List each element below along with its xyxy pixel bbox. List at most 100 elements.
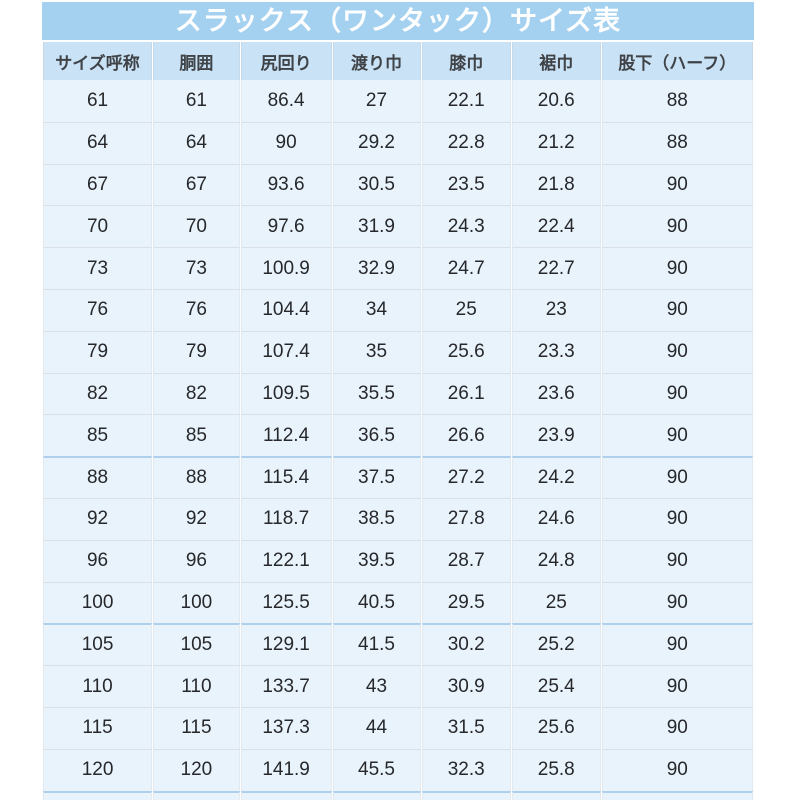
table-cell: 76 (43, 288, 153, 331)
table-cell: 90 (601, 665, 753, 707)
table-row: 82 82 109.5 35.5 26.1 23.6 90 (43, 372, 753, 415)
column-header: サイズ呼称 (43, 42, 153, 80)
size-chart: スラックス（ワンタック）サイズ表 サイズ呼称 胴囲 尻回り 渡り巾 膝巾 裾巾 股下（ハーフ… (42, 2, 754, 800)
table-row: 79 79 107.4 35 25.6 23.3 90 (43, 330, 753, 373)
table-cell: 26.6 (421, 414, 511, 457)
column-header: 渡り巾 (332, 42, 421, 80)
table-cell: 25.8 (511, 748, 601, 791)
table-cell: 88 (43, 456, 153, 498)
table-row: 70 70 97.6 31.9 24.3 22.4 90 (43, 205, 753, 248)
table-cell: 25 (421, 288, 511, 331)
table-row: 67 67 93.6 30.5 23.5 21.8 90 (43, 163, 753, 206)
table-cell: 92 (43, 497, 153, 540)
table-cell: 100 (43, 581, 153, 624)
table-cell: 137.3 (240, 706, 332, 749)
table-cell: 27.8 (421, 497, 511, 540)
table-cell: 61 (43, 80, 153, 122)
table-body: 61 61 86.4 27 22.1 20.6 88 64 64 90 29.2 22.8 21.2 88… (43, 80, 753, 800)
table-cell: 45.5 (332, 748, 421, 791)
table-cell: 90 (601, 623, 753, 666)
table-cell: 25.6 (421, 330, 511, 373)
table-cell: 79 (43, 330, 153, 373)
table-cell (601, 790, 753, 800)
table-cell: 107.4 (240, 330, 332, 373)
table-cell: 82 (43, 372, 153, 415)
table-cell: 90 (601, 581, 753, 624)
table-cell: 22.4 (511, 205, 601, 248)
table-cell: 35 (332, 330, 421, 373)
table-cell: 105 (43, 623, 153, 666)
table-cell: 35.5 (332, 372, 421, 415)
table-cell: 90 (601, 414, 753, 457)
table-cell: 25.6 (511, 706, 601, 749)
table-cell: 21.8 (511, 163, 601, 206)
table-cell: 36.5 (332, 414, 421, 457)
table-cell: 41.5 (332, 623, 421, 666)
table-cell: 25 (511, 581, 601, 624)
table-cell: 73 (153, 247, 240, 289)
table-cell: 64 (43, 121, 153, 164)
table-row-partial (43, 790, 753, 800)
table-cell: 40.5 (332, 581, 421, 624)
table-cell: 29.5 (421, 581, 511, 624)
table-cell (153, 790, 240, 800)
table-cell: 88 (153, 456, 240, 498)
table-cell: 25.4 (511, 665, 601, 707)
table-cell: 64 (153, 121, 240, 164)
table-cell: 79 (153, 330, 240, 373)
table-cell: 70 (43, 205, 153, 248)
table-cell: 133.7 (240, 665, 332, 707)
table-cell: 141.9 (240, 748, 332, 791)
table-row: 110 110 133.7 43 30.9 25.4 90 (43, 665, 753, 707)
table-cell: 110 (43, 665, 153, 707)
table-cell: 22.7 (511, 247, 601, 289)
table-cell: 22.1 (421, 80, 511, 122)
table-cell (43, 790, 153, 800)
table-cell: 82 (153, 372, 240, 415)
table-cell: 30.9 (421, 665, 511, 707)
table-row: 96 96 122.1 39.5 28.7 24.8 90 (43, 539, 753, 582)
table-cell: 70 (153, 205, 240, 248)
table-row: 73 73 100.9 32.9 24.7 22.7 90 (43, 247, 753, 289)
table-cell: 90 (601, 748, 753, 791)
table-cell: 88 (601, 80, 753, 122)
table-cell (332, 790, 421, 800)
column-header: 尻回り (240, 42, 332, 80)
table-cell: 125.5 (240, 581, 332, 624)
table-cell: 109.5 (240, 372, 332, 415)
table-cell: 90 (601, 288, 753, 331)
table-row: 64 64 90 29.2 22.8 21.2 88 (43, 121, 753, 164)
table-cell: 122.1 (240, 539, 332, 582)
page-title: スラックス（ワンタック）サイズ表 (42, 2, 754, 40)
table-cell: 21.2 (511, 121, 601, 164)
table-cell: 118.7 (240, 497, 332, 540)
table-cell: 31.9 (332, 205, 421, 248)
table-cell: 30.2 (421, 623, 511, 666)
table-cell: 23 (511, 288, 601, 331)
table-cell: 105 (153, 623, 240, 666)
table-cell: 90 (601, 330, 753, 373)
table-cell: 88 (601, 121, 753, 164)
table-cell: 23.6 (511, 372, 601, 415)
column-header: 股下（ハーフ） (601, 42, 753, 80)
table-header: サイズ呼称 胴囲 尻回り 渡り巾 膝巾 裾巾 股下（ハーフ） (43, 42, 753, 80)
table-cell: 90 (240, 121, 332, 164)
table-row: 115 115 137.3 44 31.5 25.6 90 (43, 706, 753, 749)
table-cell: 120 (43, 748, 153, 791)
table-cell: 73 (43, 247, 153, 289)
table-cell: 23.9 (511, 414, 601, 457)
table-cell: 28.7 (421, 539, 511, 582)
table-cell: 24.8 (511, 539, 601, 582)
table-cell: 20.6 (511, 80, 601, 122)
table-cell: 86.4 (240, 80, 332, 122)
table-cell: 129.1 (240, 623, 332, 666)
table-cell: 23.3 (511, 330, 601, 373)
table-cell: 24.2 (511, 456, 601, 498)
header-row: サイズ呼称 胴囲 尻回り 渡り巾 膝巾 裾巾 股下（ハーフ） (43, 42, 753, 80)
table-cell: 90 (601, 539, 753, 582)
table-row: 61 61 86.4 27 22.1 20.6 88 (43, 80, 753, 122)
table-cell: 104.4 (240, 288, 332, 331)
table-cell (421, 790, 511, 800)
table-cell: 120 (153, 748, 240, 791)
